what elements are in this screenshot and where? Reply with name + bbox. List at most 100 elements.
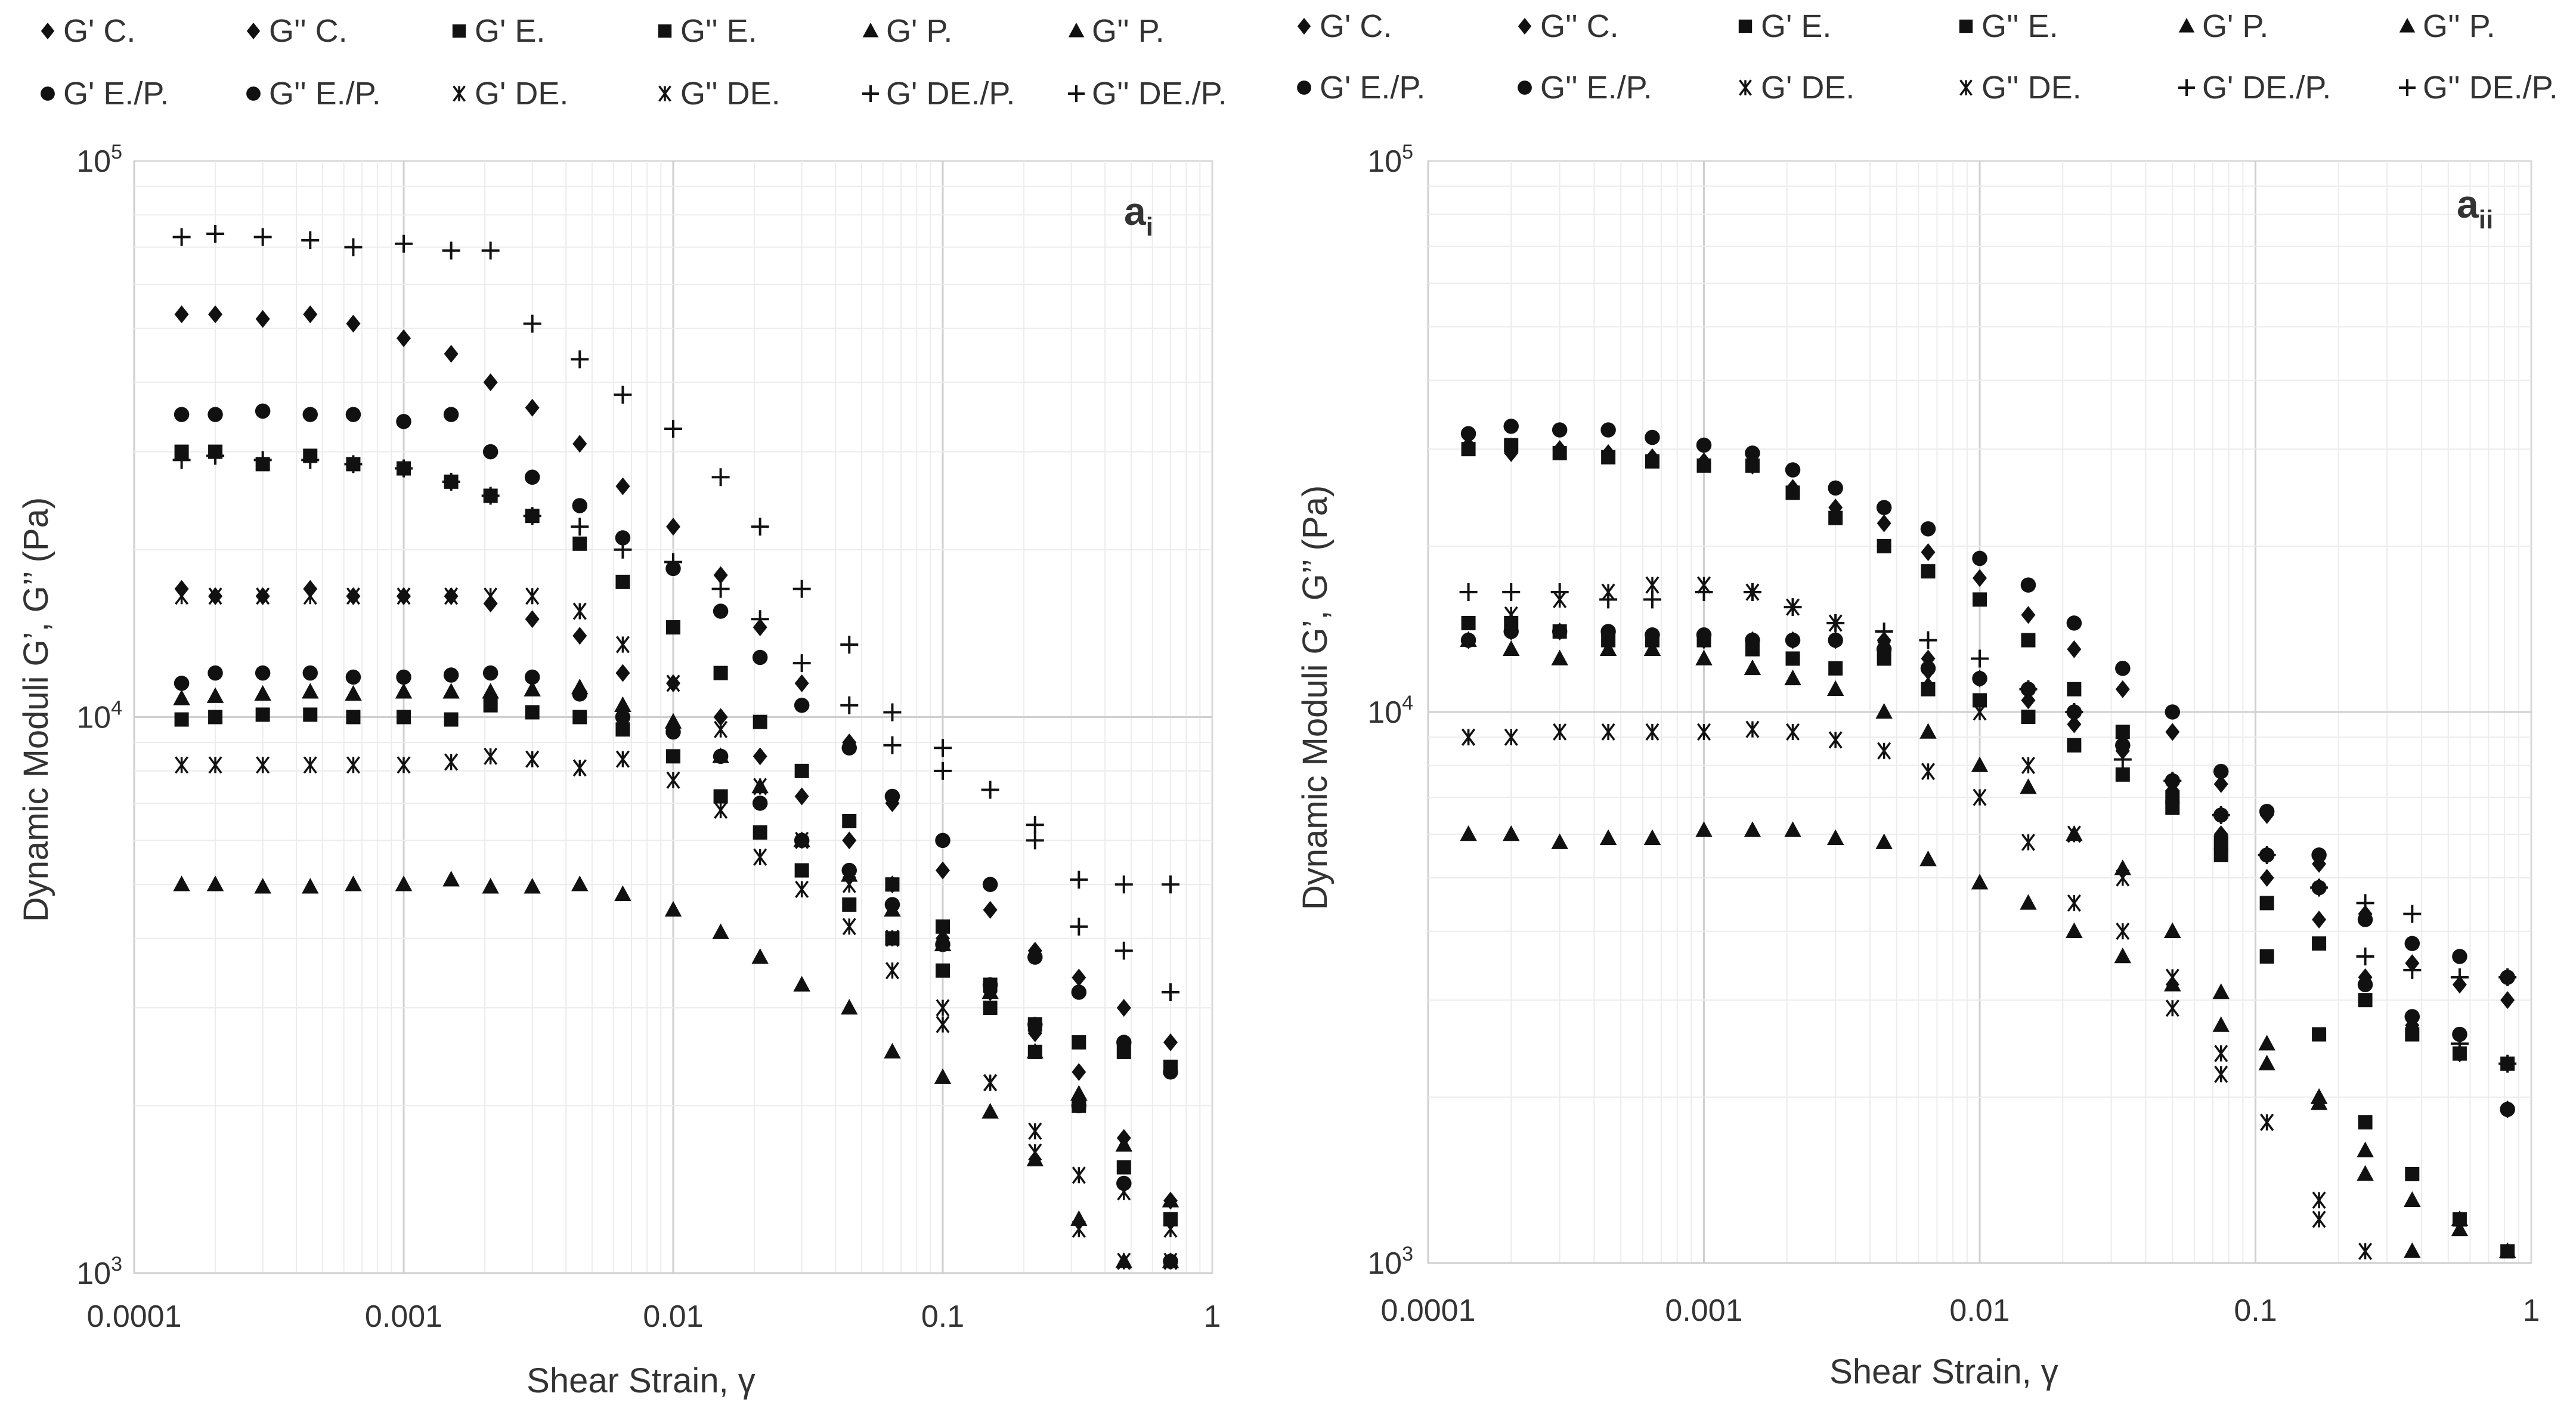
data-point: [174, 676, 190, 691]
legend-item: G' E./P.: [1297, 70, 1425, 106]
y-tick-exponent: 5: [111, 141, 122, 163]
data-point: [795, 880, 809, 898]
data-point: [1117, 1183, 1131, 1201]
y-tick-exponent: 3: [111, 1253, 122, 1276]
data-point: [442, 472, 460, 491]
data-point: [572, 686, 588, 702]
data-point: [664, 713, 682, 729]
data-point: [524, 680, 541, 696]
data-point: [934, 1068, 952, 1084]
data-point: [1072, 1035, 1086, 1050]
data-point: [1877, 742, 1891, 760]
data-point: [1599, 590, 1618, 609]
data-point: [1552, 445, 1567, 460]
data-point: [2165, 999, 2179, 1017]
data-point: [302, 407, 318, 422]
y-axis-label: Dynamic Moduli G’, G’’ (Pa): [17, 497, 55, 922]
data-point: [302, 683, 319, 699]
asterisk-icon: [453, 85, 466, 102]
series-g-e-p-: [1460, 419, 2515, 985]
data-point: [936, 963, 950, 978]
data-point: [255, 403, 271, 419]
data-point: [1744, 659, 1761, 676]
y-tick-base: 10: [1367, 1246, 1402, 1281]
data-point: [2358, 1115, 2373, 1130]
series-g-de-p-: [2356, 947, 2517, 1073]
data-point: [1745, 458, 1760, 473]
data-point: [713, 603, 729, 619]
data-point: [1973, 592, 1987, 607]
data-point: [1643, 590, 1661, 609]
data-point: [1971, 756, 1989, 772]
legend-label: G' DE./P.: [2202, 70, 2331, 106]
data-point: [1784, 821, 1801, 837]
legend-label: G' E./P.: [1320, 70, 1425, 106]
data-point: [1745, 445, 1760, 461]
legend-item: G'' E.: [658, 13, 757, 49]
data-point: [1551, 649, 1568, 665]
x-tick-label: 0.1: [2234, 1293, 2277, 1328]
data-point: [2067, 715, 2082, 733]
legend-item: G' DE.: [453, 76, 568, 112]
data-point: [792, 580, 811, 598]
data-point: [2451, 1210, 2469, 1227]
data-point: [1163, 1220, 1178, 1238]
legend-item: G' P.: [862, 13, 952, 49]
data-point: [2213, 775, 2228, 793]
data-point: [345, 669, 361, 685]
data-point: [2451, 1220, 2469, 1237]
data-point: [1502, 825, 1520, 841]
data-point: [2020, 894, 2037, 910]
legend-label: G' P.: [2202, 8, 2268, 44]
data-point: [1875, 622, 1893, 640]
triangle-icon: [1068, 23, 1085, 38]
x-tick-label: 0.0001: [1380, 1293, 1475, 1328]
data-point: [1785, 632, 1801, 648]
data-point: [1163, 1252, 1178, 1270]
data-point: [1645, 429, 1660, 445]
data-point: [523, 314, 541, 333]
data-point: [983, 900, 998, 919]
y-tick-base: 10: [76, 701, 111, 735]
data-point: [346, 756, 360, 774]
data-point: [2260, 1113, 2274, 1131]
data-point: [2113, 750, 2132, 769]
data-point: [345, 685, 362, 701]
data-point: [2213, 763, 2229, 779]
data-point: [615, 636, 630, 654]
data-point: [346, 314, 361, 333]
data-point: [1877, 640, 1891, 658]
data-point: [2498, 1054, 2517, 1073]
data-point: [840, 696, 859, 714]
data-point: [2114, 947, 2132, 964]
data-point: [303, 305, 318, 324]
series-g-de-: [175, 747, 1178, 1270]
data-point: [1971, 649, 1989, 668]
legend-item: G'' P.: [2399, 8, 2496, 44]
data-point: [1551, 833, 1568, 849]
data-point: [615, 477, 630, 496]
data-point: [395, 683, 413, 699]
data-point: [712, 923, 729, 939]
data-point: [666, 749, 680, 764]
data-point: [396, 414, 411, 429]
diamond-icon: [41, 23, 55, 39]
data-point: [2403, 961, 2422, 979]
data-point: [2312, 911, 2327, 929]
data-point: [615, 750, 630, 768]
data-point: [174, 407, 190, 422]
data-point: [206, 447, 225, 465]
data-point: [572, 498, 588, 513]
data-point: [1786, 723, 1800, 741]
data-point: [1502, 640, 1520, 656]
data-point: [2021, 710, 2036, 725]
data-point: [172, 228, 191, 246]
x-tick-label: 0.0001: [86, 1299, 181, 1334]
data-point: [982, 877, 998, 892]
data-point: [841, 740, 857, 756]
data-point: [2213, 835, 2228, 850]
data-point: [751, 610, 769, 629]
data-point: [2165, 968, 2179, 986]
data-point: [1071, 1098, 1087, 1114]
